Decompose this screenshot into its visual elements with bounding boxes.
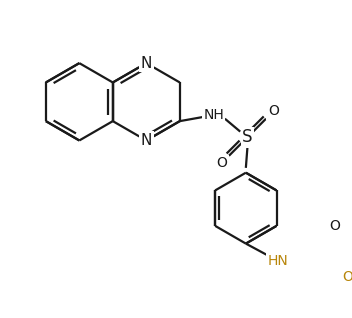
Text: O: O bbox=[268, 105, 279, 119]
Text: N: N bbox=[140, 56, 152, 71]
Text: HN: HN bbox=[268, 254, 288, 268]
Text: N: N bbox=[140, 133, 152, 148]
Text: NH: NH bbox=[203, 108, 224, 122]
Text: S: S bbox=[242, 128, 253, 146]
Text: O: O bbox=[329, 219, 340, 233]
Text: O: O bbox=[342, 270, 352, 284]
Text: O: O bbox=[216, 156, 227, 170]
